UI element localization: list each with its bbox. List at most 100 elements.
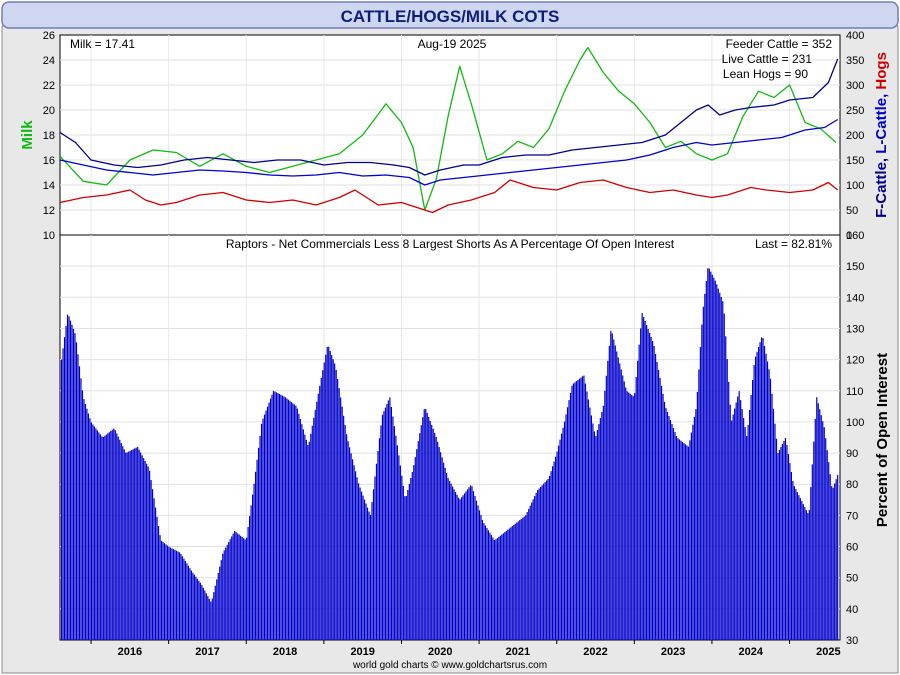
cot-bar [451,486,454,640]
percent-tick-label: 50 [846,573,858,585]
cot-bar [174,549,176,640]
cot-bar [66,314,69,640]
year-tick-label: 2019 [350,646,374,658]
cot-bar [798,495,800,640]
cot-bar [511,526,513,640]
cot-bar [187,565,190,640]
cot-bar [434,432,436,640]
cot-bar [469,485,472,640]
cot-bar [472,491,475,640]
cot-bar [286,398,288,640]
cot-bar [519,520,521,640]
cot-bar [684,444,687,640]
percent-tick-label: 150 [846,261,864,273]
cot-bar [266,406,269,640]
cot-bar [663,401,666,640]
cot-bar [113,428,115,640]
cot-bar [683,443,685,640]
cot-bar [219,566,221,640]
cot-bar [689,440,691,640]
cot-bar [523,516,525,640]
cot-bar [441,457,443,640]
cot-bar [528,508,530,640]
cot-bar [323,362,325,640]
cot-bar [437,441,439,640]
cot-bar [78,366,81,640]
year-tick-label: 2016 [118,646,142,658]
cot-bar [274,391,276,640]
cot-bar [307,444,309,640]
cot-bar [634,393,636,640]
cot-bar [478,510,481,640]
cot-bar [428,416,430,640]
cot-bar [128,451,130,640]
cot-bar [717,288,719,640]
cot-bar [457,497,460,640]
cot-bar [407,489,409,640]
cattle-hogs-tick-label: 300 [846,80,864,92]
cot-bar [404,496,406,640]
cot-bar [341,406,343,640]
cot-bar [817,403,819,640]
cot-bar [725,336,727,640]
cot-bar [238,534,240,640]
cot-bar [420,425,422,640]
cot-bar [116,433,118,640]
cot-bar [411,472,413,640]
cot-bar [738,391,740,640]
cot-bar [141,455,143,640]
cot-bar [299,419,301,640]
cot-bar [675,436,678,640]
milk-tick-label: 10 [43,230,55,242]
cot-bar [325,354,327,640]
cot-bar [414,457,416,640]
cot-bar [507,529,509,640]
milk-tick-label: 16 [43,155,55,167]
cot-bar [435,436,437,640]
year-tick-label: 2021 [506,646,530,658]
cot-bar [134,448,136,640]
cot-bar [62,348,64,640]
cot-bar [169,547,172,640]
cot-bar [657,369,660,640]
cot-bar [290,402,293,640]
cot-bar [393,426,395,640]
cot-bar [243,538,245,640]
hogs-axis-label: Hogs [873,52,890,94]
cot-bar [122,446,124,640]
cot-bar [138,449,140,640]
cot-bar [601,412,603,640]
cot-bar [153,498,155,640]
cot-bar [719,292,721,640]
cot-bar [731,420,733,640]
cot-bar [102,436,104,640]
cot-bar [137,446,139,640]
cot-bar [332,359,334,640]
cot-bar [268,402,270,640]
cot-bar [604,390,606,640]
cot-bar [805,510,807,640]
cot-bar [822,421,824,640]
cot-bar [260,423,263,640]
lean-hogs-line [59,179,839,214]
cot-bar [702,306,704,640]
cot-bar [543,483,545,640]
cot-bar [693,416,695,640]
cot-bar [87,413,90,640]
cot-bar [477,505,479,640]
cot-bar [429,420,431,640]
cot-bar [77,354,79,640]
cot-bar [408,483,410,640]
cot-bar [674,432,676,640]
cot-bar [554,456,557,640]
cot-bar [711,274,713,640]
percent-tick-label: 130 [846,323,864,335]
cot-bar [580,377,582,640]
percent-tick-label: 40 [846,604,858,616]
price-panel: 10 12 14 16 18 20 22 24 26 0 50 100 150 200 250 300 350… [19,30,890,242]
cot-bar [686,445,688,640]
cot-bar [159,535,161,640]
cot-bar [584,383,587,640]
cot-bar [314,409,316,640]
cot-bar [347,441,349,640]
